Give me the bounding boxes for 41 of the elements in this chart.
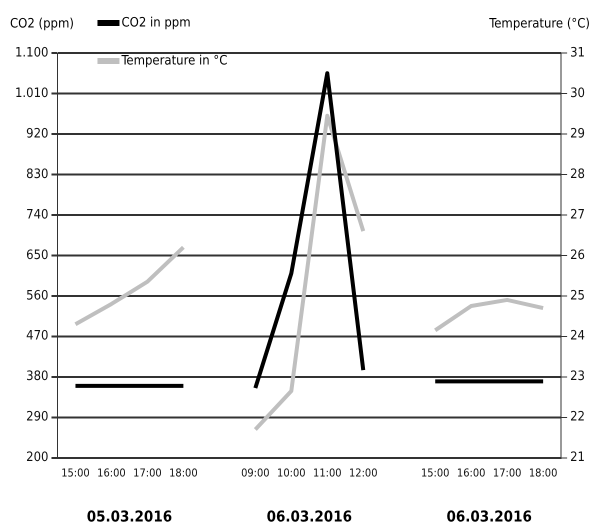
x-tick-label: 16:00 [97, 466, 126, 480]
legend-label: Temperature in °C [120, 53, 228, 68]
y-tick-label: 920 [26, 126, 48, 142]
x-tick-label: 15:00 [61, 466, 90, 480]
y2-tick-label: 28 [570, 166, 586, 182]
text: 06.03.2016 [446, 508, 532, 526]
y2-tick-label: 23 [570, 369, 586, 384]
x-tick-label: 17:00 [133, 466, 162, 480]
y2-tick-label: 24 [570, 328, 586, 344]
x-tick-label: 09:00 [241, 466, 270, 480]
y2-tick-label: 27 [570, 207, 586, 222]
text: 06.03.2016 [266, 508, 352, 526]
y2-tick-label: 22 [570, 410, 586, 425]
text: 05.03.2016 [86, 508, 172, 526]
y-tick-label: 380 [26, 369, 48, 384]
y-axis-title: CO2 (ppm) [10, 16, 74, 32]
x-tick-label: 18:00 [528, 466, 558, 480]
x-tick-label: 12:00 [349, 466, 378, 480]
y2-tick-label: 21 [570, 450, 586, 466]
x-tick-label: 17:00 [492, 466, 522, 480]
y-tick-label: 1.100 [14, 45, 48, 60]
y2-tick-label: 30 [570, 86, 586, 101]
legend-label: CO2 in ppm [121, 15, 191, 30]
x-tick-label: 10:00 [277, 466, 306, 480]
y2-tick-label: 29 [570, 126, 586, 142]
x-tick-label: 18:00 [169, 466, 198, 480]
x-tick-label: 16:00 [456, 466, 486, 480]
x-tick-label: 15:00 [420, 466, 450, 480]
y-tick-label: 200 [26, 450, 48, 466]
y2-axis-title: Temperature (°C) [488, 16, 590, 32]
y-tick-label: 740 [26, 207, 48, 222]
y2-tick-label: 26 [570, 248, 586, 263]
y-tick-label: 560 [26, 288, 48, 304]
x-tick-label: 11:00 [313, 466, 342, 480]
y2-tick-label: 31 [570, 45, 586, 60]
y-tick-label: 290 [26, 410, 48, 425]
y2-tick-label: 25 [570, 288, 586, 304]
y-tick-label: 650 [26, 248, 48, 263]
y-tick-label: 470 [26, 328, 48, 344]
y-tick-label: 830 [26, 166, 48, 182]
y-tick-label: 1.010 [14, 86, 48, 101]
